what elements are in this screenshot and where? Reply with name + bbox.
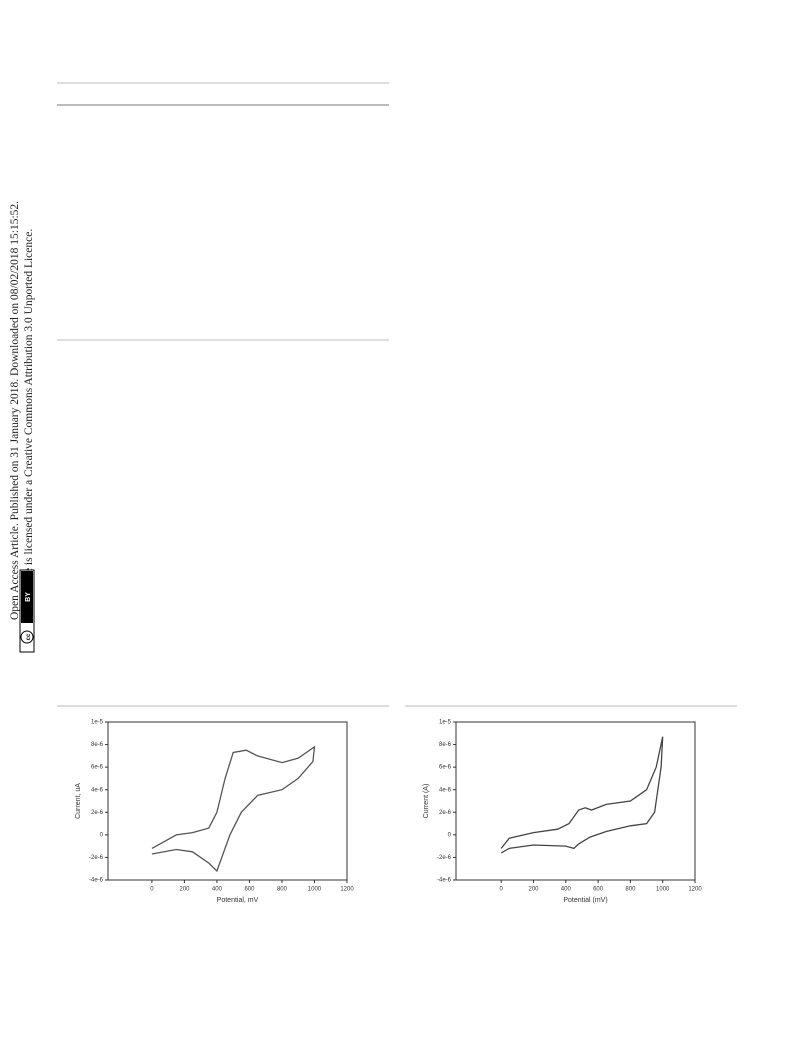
sidebar-line: Open Access Article. Published on 31 Jan… xyxy=(9,201,21,620)
y-tick-label: 4e-6 xyxy=(91,787,104,793)
sidebar-line: This article is licensed under a Creativ… xyxy=(23,229,35,620)
x-tick-label: 400 xyxy=(212,887,223,893)
cc-icon xyxy=(20,630,34,644)
x-tick-label: 400 xyxy=(561,887,572,893)
x-tick-label: 0 xyxy=(500,887,504,893)
x-tick-label: 1000 xyxy=(656,887,670,893)
by-text: BY xyxy=(25,592,32,602)
badge-fill xyxy=(21,571,33,623)
y-tick-label: 8e-6 xyxy=(91,742,104,748)
cc-text: cc xyxy=(26,633,32,640)
y-tick-label: -2e-6 xyxy=(437,855,452,861)
y-tick-label: -2e-6 xyxy=(89,855,104,861)
y-tick-label: 0 xyxy=(448,832,452,838)
y-tick-label: -4e-6 xyxy=(437,878,452,884)
y-tick-label: 6e-6 xyxy=(439,765,452,771)
y-axis-label: Current, uA xyxy=(75,783,82,819)
y-tick-label: -4e-6 xyxy=(89,878,104,884)
y-tick-label: 1e-5 xyxy=(439,720,452,726)
cv-curve xyxy=(500,736,664,854)
x-tick-label: 1000 xyxy=(308,887,322,893)
plot-frame xyxy=(455,721,696,881)
x-tick-label: 1200 xyxy=(688,887,702,893)
y-tick-label: 1e-5 xyxy=(91,720,104,726)
cv-curve xyxy=(151,745,316,873)
plot-frame xyxy=(107,721,348,881)
y-tick-label: 6e-6 xyxy=(91,765,104,771)
x-tick-label: 0 xyxy=(150,887,154,893)
y-tick-label: 4e-6 xyxy=(439,787,452,793)
x-axis-label: Potential (mV) xyxy=(563,897,607,904)
x-tick-label: 600 xyxy=(244,887,255,893)
y-tick-label: 0 xyxy=(100,832,104,838)
x-tick-label: 200 xyxy=(529,887,540,893)
x-tick-label: 600 xyxy=(593,887,604,893)
x-axis-label: Potential, mV xyxy=(217,897,259,904)
y-tick-label: 2e-6 xyxy=(439,810,452,816)
x-tick-label: 800 xyxy=(277,887,288,893)
y-tick-label: 8e-6 xyxy=(439,742,452,748)
y-tick-label: 2e-6 xyxy=(91,810,104,816)
x-tick-label: 1200 xyxy=(340,887,354,893)
y-axis-label: Current (A) xyxy=(423,784,430,819)
x-tick-label: 800 xyxy=(625,887,636,893)
x-tick-label: 200 xyxy=(179,887,190,893)
